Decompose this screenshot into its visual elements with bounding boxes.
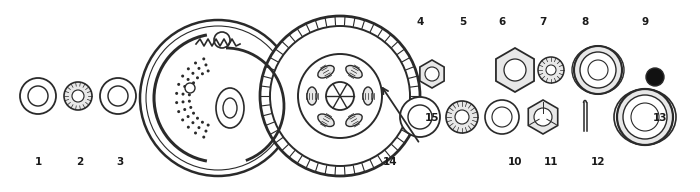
Ellipse shape: [307, 87, 317, 105]
Text: 1: 1: [34, 157, 41, 167]
Circle shape: [546, 65, 556, 75]
Circle shape: [492, 107, 512, 127]
Circle shape: [183, 85, 186, 88]
Text: 3: 3: [116, 157, 124, 167]
Polygon shape: [528, 100, 558, 134]
Circle shape: [140, 20, 296, 176]
Circle shape: [617, 89, 673, 145]
Circle shape: [188, 93, 191, 96]
Text: 4: 4: [416, 17, 424, 27]
Circle shape: [187, 126, 190, 129]
Circle shape: [446, 101, 478, 133]
Circle shape: [425, 67, 439, 81]
Circle shape: [588, 60, 608, 80]
Circle shape: [485, 100, 519, 134]
Circle shape: [181, 93, 185, 96]
Polygon shape: [420, 60, 444, 88]
Circle shape: [175, 92, 178, 95]
Circle shape: [201, 121, 204, 124]
Circle shape: [214, 32, 230, 48]
Ellipse shape: [346, 65, 362, 78]
Ellipse shape: [346, 114, 362, 127]
Circle shape: [181, 100, 185, 103]
Circle shape: [574, 46, 622, 94]
Circle shape: [177, 83, 180, 86]
Circle shape: [270, 26, 410, 166]
Circle shape: [326, 82, 354, 110]
Polygon shape: [496, 48, 534, 92]
Circle shape: [100, 78, 136, 114]
Text: 6: 6: [498, 17, 505, 27]
Circle shape: [206, 70, 209, 72]
Circle shape: [191, 72, 195, 75]
Circle shape: [204, 63, 207, 66]
Circle shape: [187, 78, 190, 81]
Circle shape: [196, 76, 199, 79]
Ellipse shape: [318, 65, 334, 78]
Circle shape: [188, 100, 191, 103]
Circle shape: [197, 67, 200, 70]
Circle shape: [175, 101, 178, 104]
Circle shape: [534, 108, 552, 126]
Circle shape: [202, 57, 205, 60]
Circle shape: [206, 124, 209, 127]
Circle shape: [504, 59, 526, 81]
Text: 14: 14: [383, 157, 398, 167]
Circle shape: [580, 52, 616, 88]
Circle shape: [192, 112, 195, 115]
Circle shape: [72, 90, 84, 102]
Circle shape: [64, 82, 92, 110]
Circle shape: [181, 74, 184, 78]
Circle shape: [187, 115, 190, 118]
Circle shape: [194, 132, 197, 135]
Ellipse shape: [223, 98, 237, 118]
Circle shape: [108, 86, 128, 106]
Ellipse shape: [318, 114, 334, 127]
Circle shape: [646, 68, 664, 86]
Circle shape: [260, 16, 420, 176]
Circle shape: [623, 95, 667, 139]
Text: 5: 5: [459, 17, 467, 27]
Circle shape: [189, 87, 192, 90]
Text: 8: 8: [582, 17, 589, 27]
Text: 13: 13: [652, 113, 667, 123]
Circle shape: [455, 110, 469, 124]
Text: 2: 2: [76, 157, 83, 167]
Text: 15: 15: [425, 113, 440, 123]
Text: 11: 11: [544, 157, 559, 167]
Circle shape: [192, 81, 195, 84]
Circle shape: [181, 118, 184, 121]
Circle shape: [400, 97, 440, 137]
Ellipse shape: [216, 88, 244, 128]
Circle shape: [191, 121, 195, 124]
Circle shape: [187, 67, 190, 70]
Circle shape: [202, 136, 205, 139]
Text: 12: 12: [591, 157, 606, 167]
Circle shape: [185, 83, 195, 93]
Text: 10: 10: [508, 157, 522, 167]
Circle shape: [177, 110, 180, 113]
Text: 9: 9: [641, 17, 649, 27]
Circle shape: [408, 105, 432, 129]
Circle shape: [298, 54, 382, 138]
Circle shape: [197, 126, 200, 129]
Circle shape: [28, 86, 48, 106]
Circle shape: [538, 57, 564, 83]
Circle shape: [631, 103, 659, 131]
Circle shape: [194, 61, 197, 65]
Text: 7: 7: [539, 17, 547, 27]
Ellipse shape: [363, 87, 373, 105]
Circle shape: [204, 130, 207, 133]
Circle shape: [183, 108, 186, 111]
Circle shape: [201, 72, 204, 75]
Circle shape: [196, 117, 199, 120]
Circle shape: [189, 106, 192, 109]
Circle shape: [20, 78, 56, 114]
